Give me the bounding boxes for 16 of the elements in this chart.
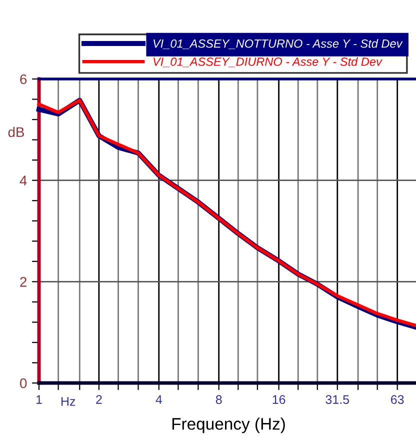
y-tick-label: 0 bbox=[20, 378, 27, 388]
x-tick-label: 4 bbox=[156, 395, 162, 404]
y-tick-label: 4 bbox=[20, 176, 27, 186]
y-axis-title: dB bbox=[8, 126, 24, 138]
text: VI_01_ASSEY_NOTTURNO - Asse Y - Std Dev bbox=[153, 39, 403, 50]
x-tick-label: 31.5 bbox=[326, 395, 350, 404]
x-axis-title: Frequency (Hz) bbox=[172, 418, 285, 434]
x-tick-label: 1 bbox=[36, 395, 42, 404]
y-tick-label: 2 bbox=[20, 277, 26, 287]
text: VI_01_ASSEY_DIURNO - Asse Y - Std Dev bbox=[153, 57, 382, 68]
x-tick-label: 63 bbox=[391, 395, 404, 404]
x-tick-label: 8 bbox=[216, 395, 222, 404]
x-tick-label: 16 bbox=[272, 395, 286, 404]
text: Hz bbox=[61, 397, 76, 406]
x-tick-label: 2 bbox=[96, 395, 102, 404]
y-tick-label: 6 bbox=[20, 74, 27, 84]
